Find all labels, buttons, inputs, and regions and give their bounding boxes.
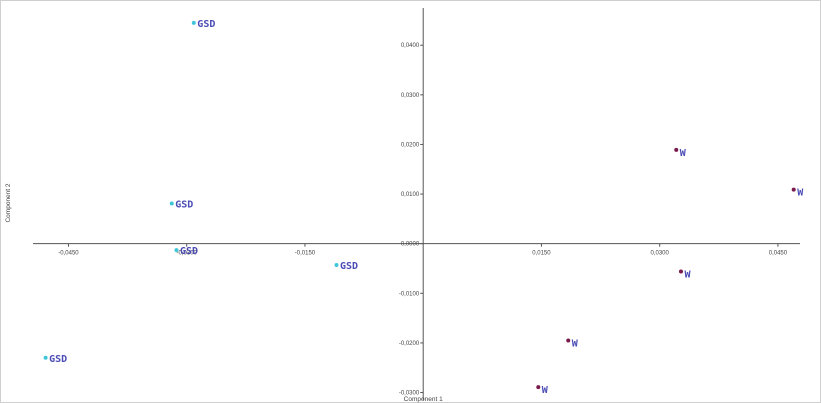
y-tick-label: 0,0100 <box>401 192 420 198</box>
x-tick-label: 0,0450 <box>769 251 788 257</box>
point-marker <box>678 269 683 274</box>
point-label: W <box>572 338 579 349</box>
point-marker <box>191 20 196 25</box>
y-tick-label: -0,0300 <box>399 391 420 397</box>
point-label: W <box>680 148 687 159</box>
point-label: GSD <box>340 261 358 272</box>
x-axis-title: Component 1 <box>404 396 443 403</box>
gsd-point: GSD <box>43 354 67 365</box>
w-point: W <box>566 338 579 349</box>
point-marker <box>174 248 179 253</box>
y-axis-title: Component 2 <box>5 183 12 222</box>
y-axis-ticks: 0,0400 0,0300 0,0200 0,0100 0,0000 -0,0100 -0,… <box>399 43 424 397</box>
point-marker <box>334 263 339 268</box>
y-tick-label: -0,0100 <box>399 291 420 297</box>
point-marker <box>791 187 796 192</box>
w-point: W <box>791 187 804 199</box>
y-tick-label: 0,0000 <box>401 242 420 248</box>
point-label: W <box>684 269 691 280</box>
x-tick-label: -0,0450 <box>58 251 79 257</box>
y-tick-label: 0,0300 <box>401 93 420 99</box>
point-label: GSD <box>197 19 215 30</box>
point-label: GSD <box>180 246 198 257</box>
w-point: W <box>536 385 549 396</box>
y-tick-label: 0,0200 <box>401 142 420 148</box>
y-tick-label: -0,0200 <box>399 341 420 347</box>
x-tick-label: -0,0300 <box>177 251 198 257</box>
w-point: W <box>678 269 691 280</box>
x-axis-ticks: -0,0450 -0,0300 -0,0150 0,0150 0,0300 0,0450 <box>58 243 788 257</box>
x-tick-label: -0,0150 <box>295 251 316 257</box>
point-label: W <box>542 385 549 396</box>
gsd-point: GSD <box>174 246 198 257</box>
x-tick-label: 0,0150 <box>532 251 551 257</box>
gsd-point: GSD <box>169 199 193 210</box>
point-marker <box>169 201 174 206</box>
x-tick-label: 0,0300 <box>651 251 670 257</box>
point-marker <box>536 385 541 390</box>
point-marker <box>566 338 571 343</box>
gsd-point: GSD <box>191 19 215 30</box>
point-label: W <box>797 188 804 199</box>
point-marker <box>43 355 48 360</box>
point-marker <box>674 147 679 152</box>
w-point: W <box>674 147 687 159</box>
gsd-point: GSD <box>334 261 358 272</box>
data-points: GSD GSD GSD GSD GSD W W W W W <box>43 19 804 396</box>
y-tick-label: 0,0400 <box>401 43 420 49</box>
point-label: GSD <box>175 199 193 210</box>
point-label: GSD <box>49 354 67 365</box>
